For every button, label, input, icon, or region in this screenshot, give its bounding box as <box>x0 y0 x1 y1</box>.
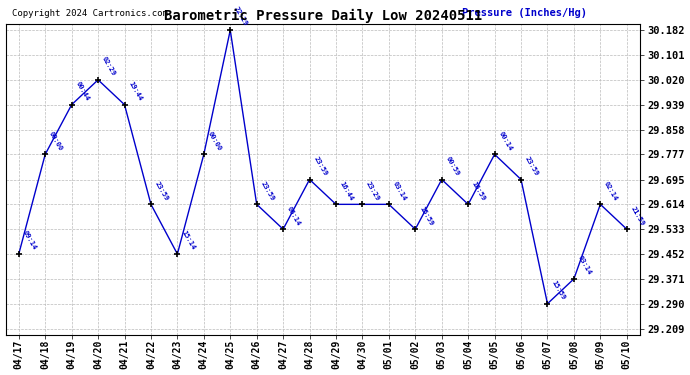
Title: Barometric Pressure Daily Low 20240511: Barometric Pressure Daily Low 20240511 <box>164 9 482 23</box>
Text: 00:00: 00:00 <box>206 130 222 152</box>
Text: 06:14: 06:14 <box>286 205 302 226</box>
Text: 23:59: 23:59 <box>524 155 540 177</box>
Text: 21:59: 21:59 <box>629 205 645 226</box>
Text: 19:44: 19:44 <box>127 81 143 102</box>
Text: 02:29: 02:29 <box>101 56 117 77</box>
Text: 03:14: 03:14 <box>577 255 593 276</box>
Text: 23:59: 23:59 <box>154 180 170 202</box>
Text: 16:44: 16:44 <box>339 180 355 202</box>
Text: 15:14: 15:14 <box>180 230 196 251</box>
Text: 23:29: 23:29 <box>365 180 381 202</box>
Text: 15:59: 15:59 <box>418 205 434 226</box>
Text: 02:14: 02:14 <box>603 180 619 202</box>
Text: Copyright 2024 Cartronics.com: Copyright 2024 Cartronics.com <box>12 9 168 18</box>
Text: 22:29: 22:29 <box>233 6 249 27</box>
Text: 16:59: 16:59 <box>471 180 486 202</box>
Text: 23:59: 23:59 <box>313 155 328 177</box>
Text: 00:00: 00:00 <box>48 130 63 152</box>
Text: 00:59: 00:59 <box>444 155 460 177</box>
Text: 15:59: 15:59 <box>550 279 566 301</box>
Text: Pressure (Inches/Hg): Pressure (Inches/Hg) <box>462 8 587 18</box>
Text: 00:14: 00:14 <box>497 130 513 152</box>
Text: 09:14: 09:14 <box>21 230 37 251</box>
Text: 23:59: 23:59 <box>259 180 275 202</box>
Text: 00:44: 00:44 <box>75 81 90 102</box>
Text: 03:14: 03:14 <box>392 180 408 202</box>
